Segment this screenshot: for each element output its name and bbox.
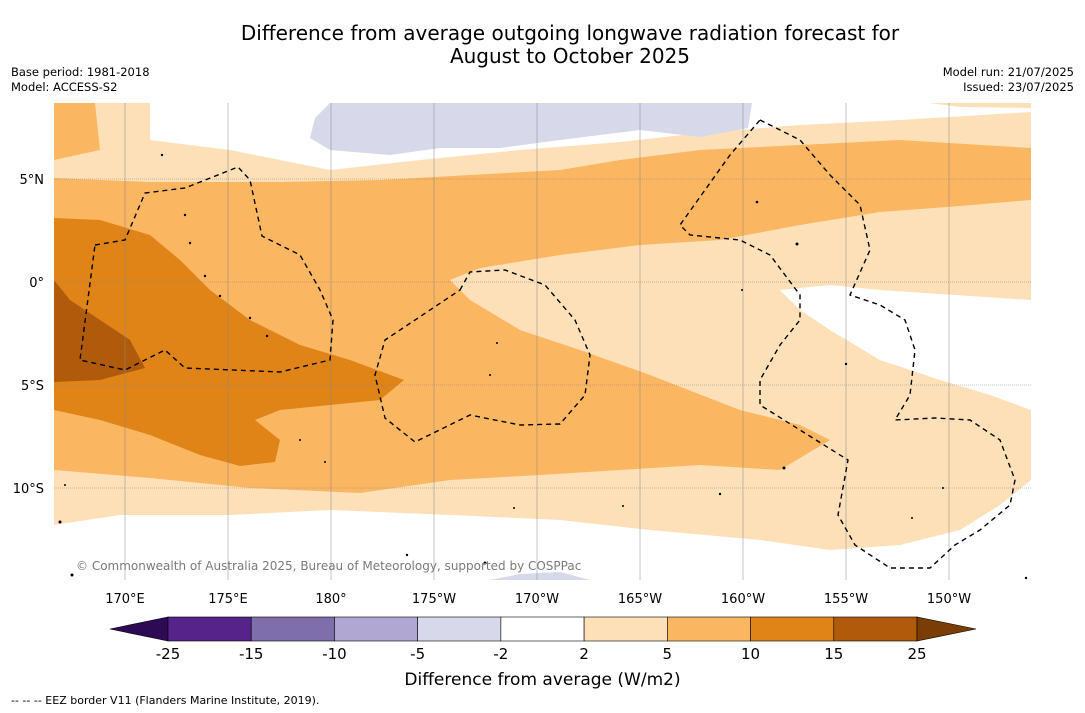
lon-label: 170°E bbox=[105, 592, 145, 607]
title-line-1: Difference from average outgoing longwav… bbox=[240, 21, 900, 45]
lon-label: 175°W bbox=[412, 592, 456, 607]
colorbar-tick-label: -5 bbox=[410, 645, 425, 663]
eez-borders bbox=[79, 119, 1016, 569]
colorbar-over-arrow bbox=[916, 616, 977, 642]
lat-label: 0° bbox=[29, 276, 44, 291]
colorbar-tick-label: 25 bbox=[907, 645, 926, 663]
colorbar-tick-label: -10 bbox=[322, 645, 347, 663]
lon-label: 160°W bbox=[721, 592, 765, 607]
meta-left: Base period: 1981-2018 Model: ACCESS-S2 bbox=[11, 65, 150, 95]
colorbar-segment bbox=[750, 616, 835, 642]
anomaly-region-neutral-east bbox=[780, 285, 1031, 410]
colorbar-tick-label: 10 bbox=[741, 645, 760, 663]
colorbar-tick-label: -25 bbox=[156, 645, 181, 663]
issued-date: Issued: 23/07/2025 bbox=[963, 80, 1074, 94]
anomaly-region-neg-north bbox=[310, 103, 752, 155]
lon-label: 170°W bbox=[515, 592, 559, 607]
lon-label: 165°W bbox=[618, 592, 662, 607]
copyright-text: © Commonwealth of Australia 2025, Bureau… bbox=[76, 559, 581, 573]
colorbar-segment bbox=[250, 616, 335, 642]
eez-legend: -- -- -- EEZ border V11 (Flanders Marine… bbox=[11, 694, 320, 707]
colorbar-tick-label: 2 bbox=[579, 645, 589, 663]
meridian-gridlines bbox=[124, 103, 950, 580]
model-name: Model: ACCESS-S2 bbox=[11, 80, 118, 94]
parallel-gridlines bbox=[54, 178, 1031, 489]
lon-label: 175°E bbox=[208, 592, 248, 607]
anomaly-region-10-15 bbox=[54, 218, 404, 466]
anomaly-region-neg-south bbox=[490, 572, 590, 580]
model-run: Model run: 21/07/2025 bbox=[942, 65, 1074, 79]
colorbar-segment bbox=[667, 616, 751, 642]
lat-label: 5°N bbox=[20, 173, 45, 188]
colorbar-segment bbox=[500, 616, 585, 642]
map-area: © Commonwealth of Australia 2025, Bureau… bbox=[54, 103, 1031, 580]
lat-label: 5°S bbox=[21, 379, 44, 394]
anomaly-region-2-5-top-right bbox=[930, 103, 1031, 108]
chart-title: Difference from average outgoing longwav… bbox=[0, 22, 1085, 68]
title-line-2: August to October 2025 bbox=[449, 44, 691, 68]
colorbar-tick-label: 15 bbox=[824, 645, 843, 663]
longitude-labels: 170°E 175°E 180° 175°W 170°W 165°W 160°W… bbox=[105, 592, 971, 607]
colorbar-segment bbox=[417, 616, 502, 642]
anomaly-region-5-10 bbox=[54, 103, 100, 160]
colorbar-tick-label: -15 bbox=[239, 645, 264, 663]
colorbar-under-arrow bbox=[109, 616, 169, 642]
latitude-labels: 5°N 0° 5°S 10°S bbox=[13, 173, 44, 497]
colorbar-segment bbox=[334, 616, 418, 642]
colorbar-tick-label: 5 bbox=[663, 645, 673, 663]
island-markers bbox=[58, 153, 1028, 580]
meta-right: Model run: 21/07/2025 Issued: 23/07/2025 bbox=[943, 65, 1074, 95]
colorbar-segment bbox=[583, 616, 668, 642]
lon-label: 180° bbox=[315, 592, 346, 607]
colorbar-axis-label: Difference from average (W/m2) bbox=[404, 670, 680, 690]
lat-label: 10°S bbox=[13, 482, 44, 497]
colorbar-segment bbox=[167, 616, 252, 642]
colorbar-segment bbox=[833, 616, 918, 642]
base-period: Base period: 1981-2018 bbox=[11, 65, 150, 79]
lon-label: 150°W bbox=[927, 592, 971, 607]
anomaly-region-15-25 bbox=[54, 280, 145, 382]
anomaly-region-neutral-south bbox=[54, 480, 1031, 580]
colorbar-tick-label: -2 bbox=[493, 645, 508, 663]
lon-label: 155°W bbox=[824, 592, 868, 607]
